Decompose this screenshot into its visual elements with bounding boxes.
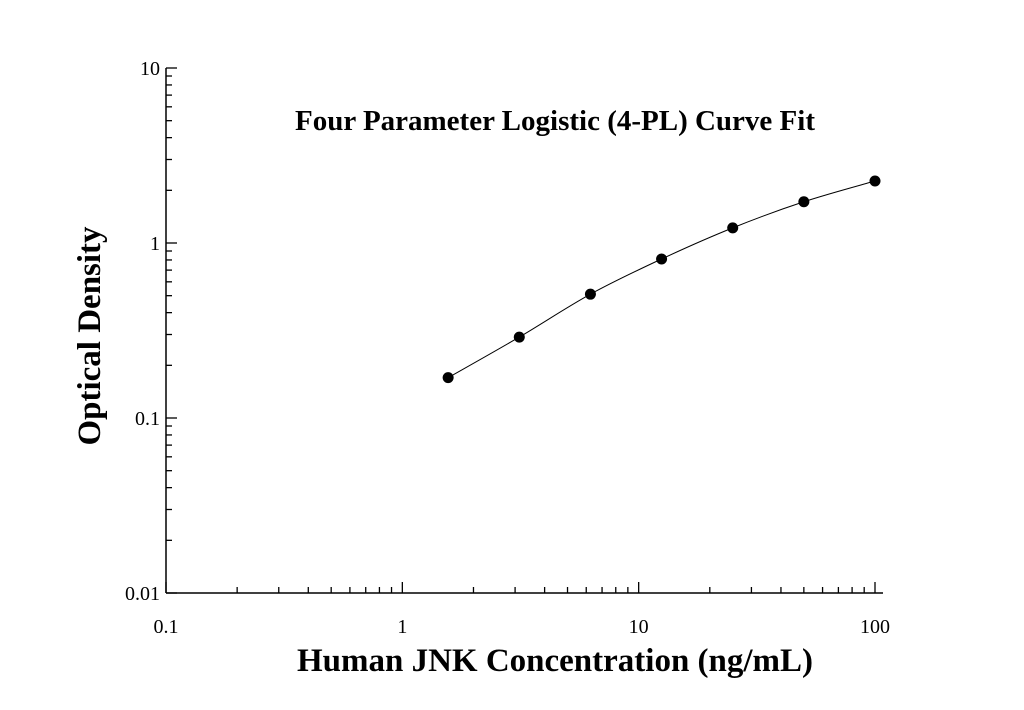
- y-ticks: 0.01 0.1 1 10: [125, 58, 177, 605]
- x-axis-title: Human JNK Concentration (ng/mL): [297, 643, 813, 679]
- y-axis-title: Optical Density: [72, 226, 108, 446]
- x-ticks: 0.1 1 10 100: [154, 582, 890, 638]
- x-tick-label: 1: [397, 616, 407, 638]
- chart-title: Four Parameter Logistic (4-PL) Curve Fit: [295, 105, 815, 137]
- x-tick-label: 100: [860, 616, 890, 638]
- data-point: [869, 175, 881, 187]
- data-points: [442, 175, 881, 384]
- y-tick-label: 0.1: [135, 408, 160, 430]
- fit-curve: [447, 180, 876, 379]
- data-point: [442, 372, 454, 384]
- axes: [165, 68, 883, 594]
- data-point: [513, 331, 525, 343]
- x-tick-label: 0.1: [154, 616, 179, 638]
- y-tick-label: 1: [150, 233, 160, 255]
- y-tick-label: 0.01: [125, 583, 160, 605]
- data-point: [727, 222, 739, 234]
- y-tick-label: 10: [140, 58, 160, 80]
- data-point: [798, 196, 810, 208]
- x-tick-label: 10: [629, 616, 649, 638]
- data-point: [656, 253, 668, 265]
- data-point: [584, 288, 596, 300]
